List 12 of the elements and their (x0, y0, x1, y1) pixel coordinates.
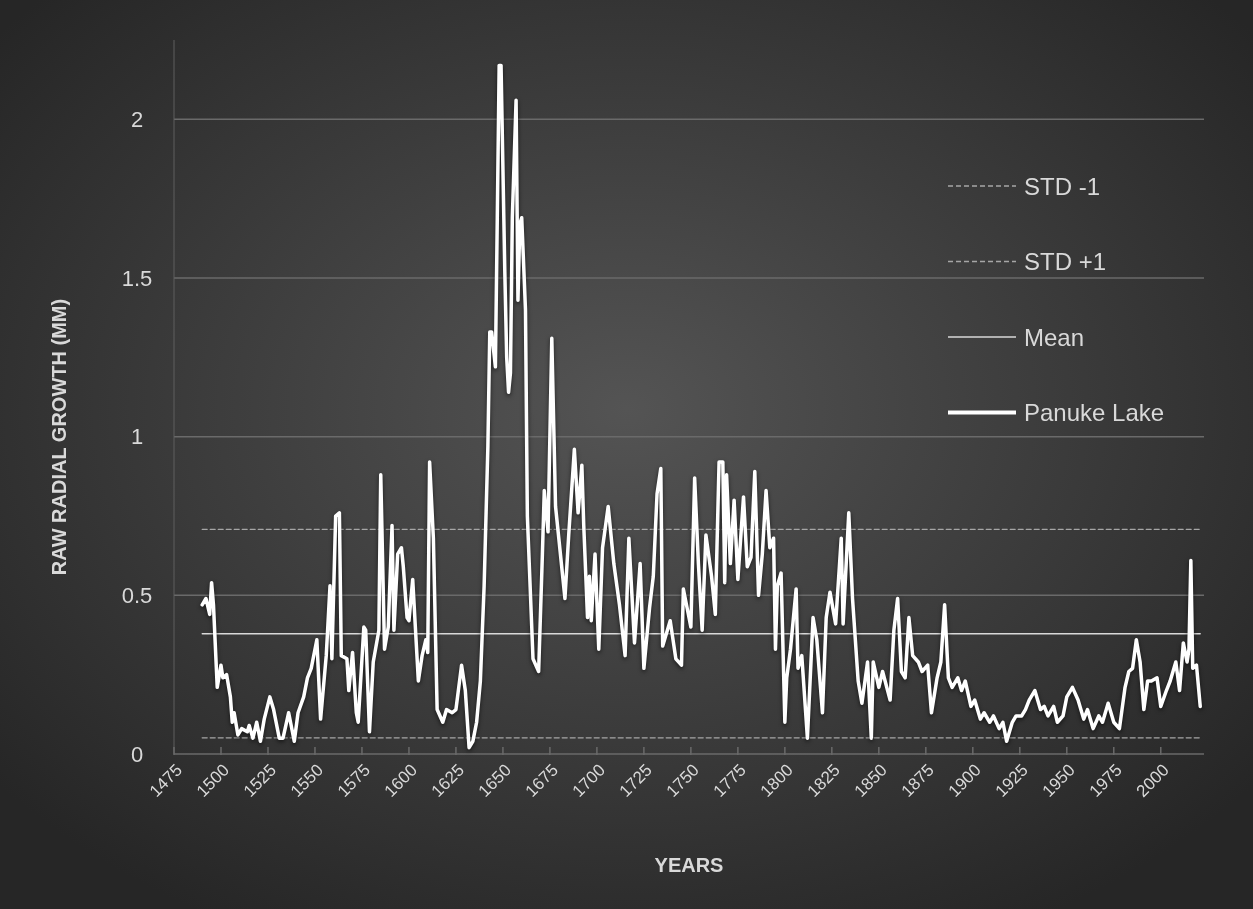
y-tick-label: 0.5 (121, 582, 153, 608)
y-axis-title: RAW RADIAL GROWTH (MM) (48, 298, 70, 576)
y-tick-label: 0 (130, 741, 144, 767)
y-tick-label: 1 (130, 424, 144, 450)
line-series (200, 63, 1202, 750)
x-axis-title: YEARS (654, 854, 724, 876)
legend-label: Panuke Lake (1024, 399, 1165, 426)
legend-label: STD -1 (1024, 172, 1101, 200)
legend-label: Mean (1024, 323, 1085, 351)
y-tick-label: 2 (130, 106, 144, 132)
legend-label: STD +1 (1024, 248, 1107, 275)
y-tick-label: 1.5 (121, 265, 153, 291)
